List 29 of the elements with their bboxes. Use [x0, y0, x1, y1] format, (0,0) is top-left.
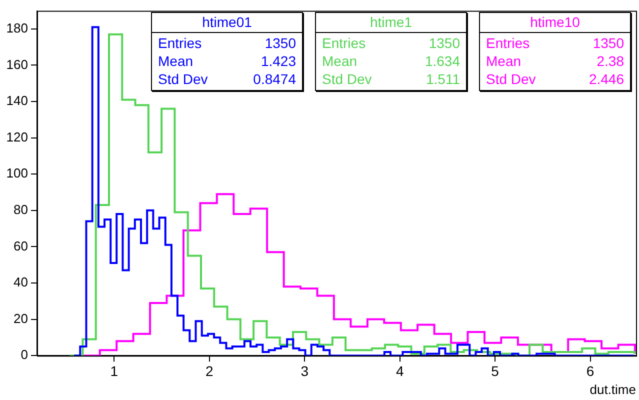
text: Mean 2.38 [486, 53, 624, 69]
text: htime10 [480, 13, 630, 33]
text: Std Dev 2.446 [486, 71, 624, 87]
x-axis-title: dut.time [590, 382, 636, 397]
x-tick-label: 3 [300, 362, 309, 379]
y-tick-label: 40 [14, 274, 28, 290]
y-tick-label: 140 [6, 93, 28, 108]
x-tick-label: 6 [586, 362, 594, 379]
y-tick-label: 60 [14, 238, 28, 254]
text: Entries 1350 [486, 35, 624, 51]
text: Mean 1.634 [322, 53, 460, 69]
text: Mean 1.423 [158, 53, 296, 69]
text: Std Dev 1.511 [322, 71, 460, 87]
y-tick-label: 0 [20, 347, 28, 362]
x-tick-label: 5 [491, 362, 500, 379]
text: htime01 [152, 13, 302, 33]
x-tick-label: 4 [396, 362, 404, 379]
x-tick-label: 2 [205, 362, 214, 379]
text: htime1 [316, 13, 466, 33]
x-tick-label: 1 [110, 362, 118, 379]
y-tick-label: 120 [6, 129, 28, 144]
text: Std Dev 0.8474 [158, 71, 296, 87]
y-tick-label: 100 [6, 166, 28, 181]
text: Entries 1350 [158, 35, 296, 51]
y-tick-label: 160 [6, 56, 28, 72]
y-tick-label: 80 [14, 202, 28, 217]
text: Entries 1350 [322, 35, 460, 51]
y-tick-label: 20 [14, 310, 28, 326]
y-tick-label: 180 [6, 20, 28, 36]
